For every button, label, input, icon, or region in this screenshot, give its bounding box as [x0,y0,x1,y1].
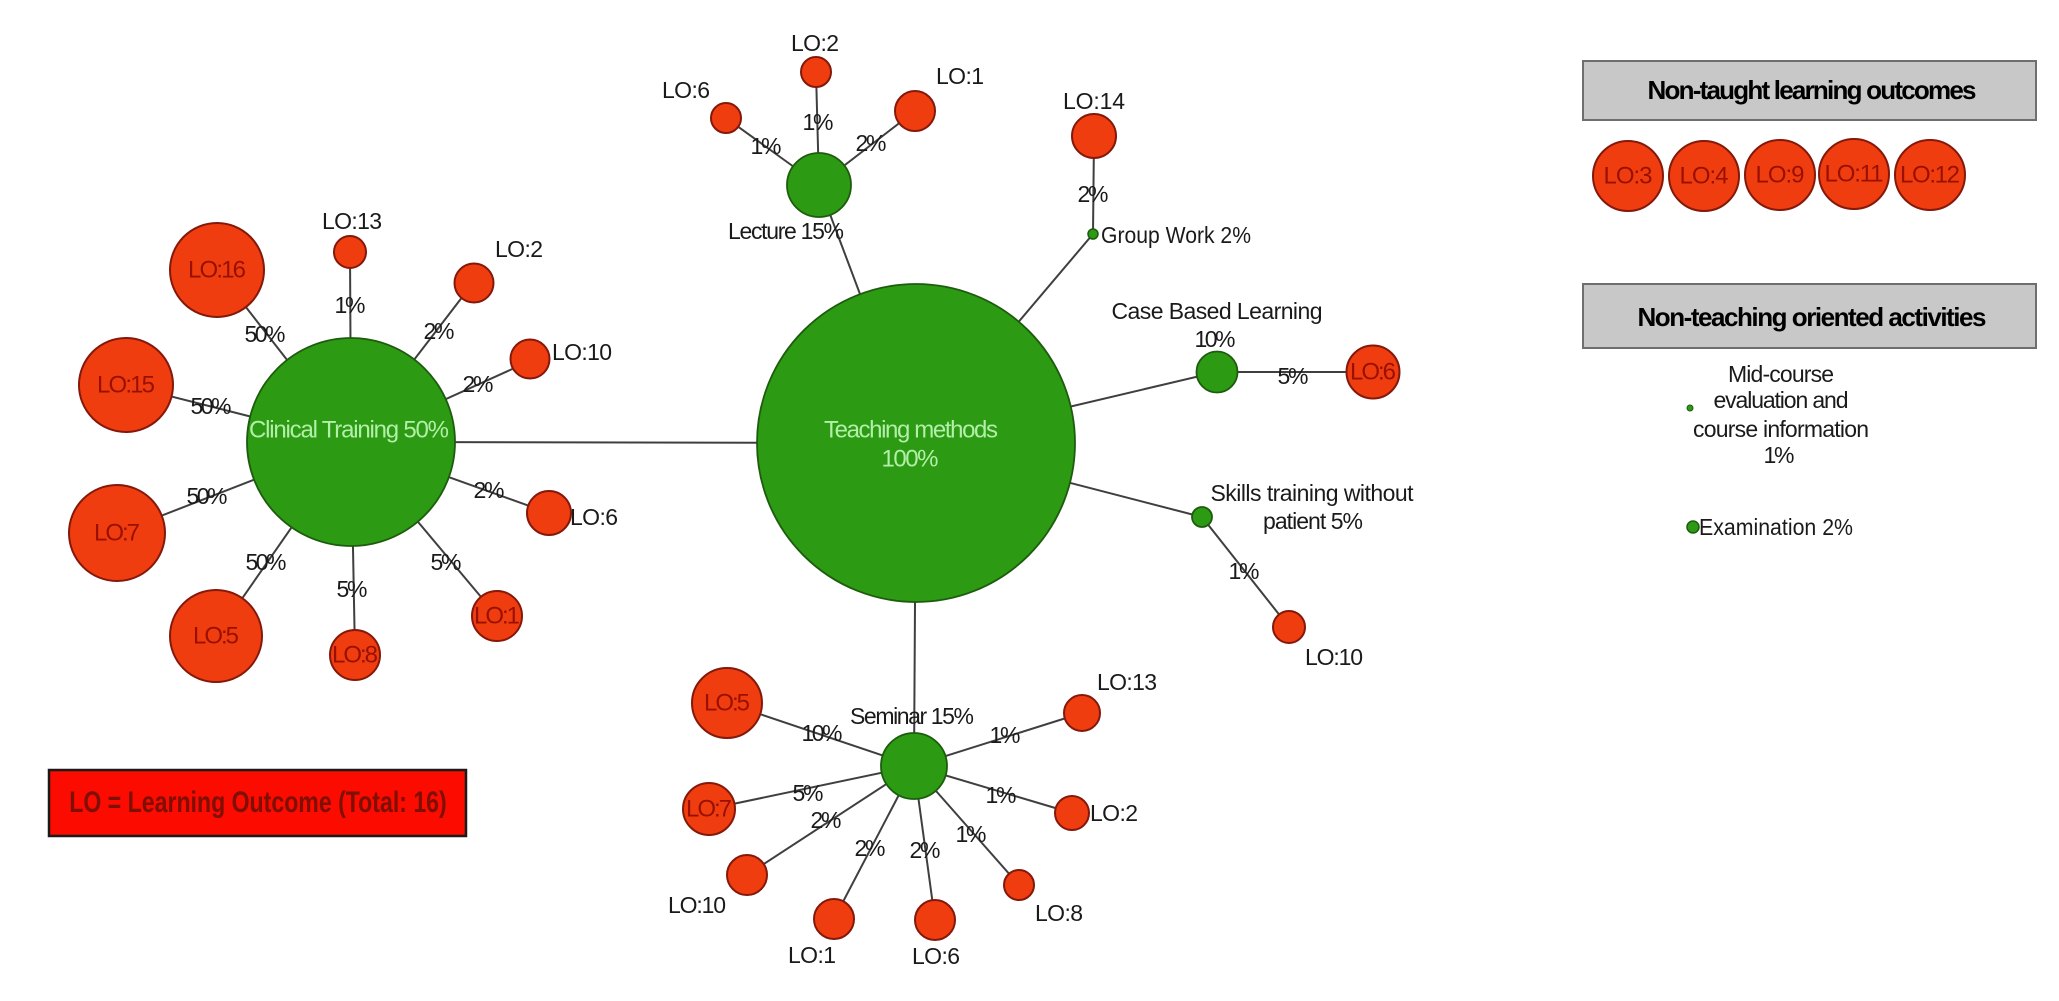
svg-text:Skills training without: Skills training without [1211,480,1415,506]
svg-text:5%: 5% [1278,363,1309,389]
svg-text:LO:6: LO:6 [570,504,618,530]
svg-text:LO:3: LO:3 [1604,163,1653,190]
svg-text:LO:1: LO:1 [936,63,984,89]
svg-text:1%: 1% [335,292,366,318]
svg-text:Clinical Training 50%: Clinical Training 50% [249,417,449,444]
svg-text:2%: 2% [856,130,887,156]
svg-text:LO = Learning Outcome (Total:: LO = Learning Outcome (Total: 16) [69,785,446,819]
svg-text:2%: 2% [474,477,505,503]
svg-text:1%: 1% [751,133,782,159]
svg-text:1%: 1% [956,821,987,847]
svg-text:LO:16: LO:16 [188,257,246,284]
svg-text:Non-taught learning outcomes: Non-taught learning outcomes [1648,75,1977,105]
svg-text:2%: 2% [811,807,842,833]
svg-text:LO:6: LO:6 [1350,359,1396,386]
svg-text:50%: 50% [191,393,232,419]
svg-text:LO:15: LO:15 [97,372,155,399]
svg-text:LO:5: LO:5 [193,623,239,650]
svg-text:50%: 50% [245,321,286,347]
svg-text:LO:2: LO:2 [495,236,543,262]
svg-text:5%: 5% [793,780,824,806]
svg-text:50%: 50% [246,549,287,575]
svg-text:Group Work 2%: Group Work 2% [1101,222,1251,248]
svg-text:2%: 2% [910,837,941,863]
svg-text:patient 5%: patient 5% [1263,508,1363,534]
svg-text:Mid-course: Mid-course [1728,361,1834,387]
svg-text:LO:8: LO:8 [332,642,378,669]
svg-text:LO:2: LO:2 [1090,800,1138,826]
svg-text:2%: 2% [1078,181,1109,207]
svg-text:2%: 2% [424,318,455,344]
svg-text:5%: 5% [431,549,462,575]
svg-text:course information: course information [1693,416,1869,442]
svg-text:10%: 10% [802,720,843,746]
svg-text:Non-teaching oriented activiti: Non-teaching oriented activities [1638,302,1987,332]
svg-text:LO:11: LO:11 [1825,161,1884,188]
svg-text:1%: 1% [1764,442,1795,468]
svg-text:LO:4: LO:4 [1680,163,1729,190]
svg-text:LO:7: LO:7 [686,796,732,823]
svg-text:LO:6: LO:6 [912,943,960,969]
svg-text:LO:13: LO:13 [1097,669,1157,695]
svg-text:100%: 100% [882,446,939,473]
svg-text:2%: 2% [463,371,494,397]
svg-text:Case Based Learning: Case Based Learning [1112,298,1323,324]
svg-text:LO:9: LO:9 [1756,162,1805,189]
svg-text:Teaching methods: Teaching methods [824,417,998,444]
svg-text:1%: 1% [986,782,1017,808]
svg-text:1%: 1% [1229,558,1260,584]
svg-text:LO:6: LO:6 [662,77,710,103]
svg-text:LO:1: LO:1 [788,942,836,968]
svg-text:LO:10: LO:10 [552,339,612,365]
svg-text:evaluation and: evaluation and [1714,387,1849,413]
svg-text:Lecture 15%: Lecture 15% [728,218,844,244]
svg-text:LO:13: LO:13 [322,208,382,234]
svg-text:Seminar 15%: Seminar 15% [850,703,974,729]
svg-text:LO:7: LO:7 [94,520,140,547]
svg-text:LO:5: LO:5 [704,690,750,717]
svg-text:10%: 10% [1195,326,1236,352]
svg-text:5%: 5% [337,576,368,602]
svg-text:1%: 1% [803,109,834,135]
svg-text:1%: 1% [990,722,1021,748]
svg-text:LO:8: LO:8 [1035,900,1083,926]
svg-text:2%: 2% [855,835,886,861]
svg-text:LO:10: LO:10 [668,892,726,918]
svg-text:Examination 2%: Examination 2% [1699,514,1853,540]
svg-text:LO:2: LO:2 [791,30,839,56]
svg-text:LO:14: LO:14 [1063,88,1125,114]
svg-text:LO:10: LO:10 [1305,644,1363,670]
svg-text:LO:1: LO:1 [474,603,520,630]
svg-text:50%: 50% [187,483,228,509]
svg-text:LO:12: LO:12 [1900,162,1960,189]
